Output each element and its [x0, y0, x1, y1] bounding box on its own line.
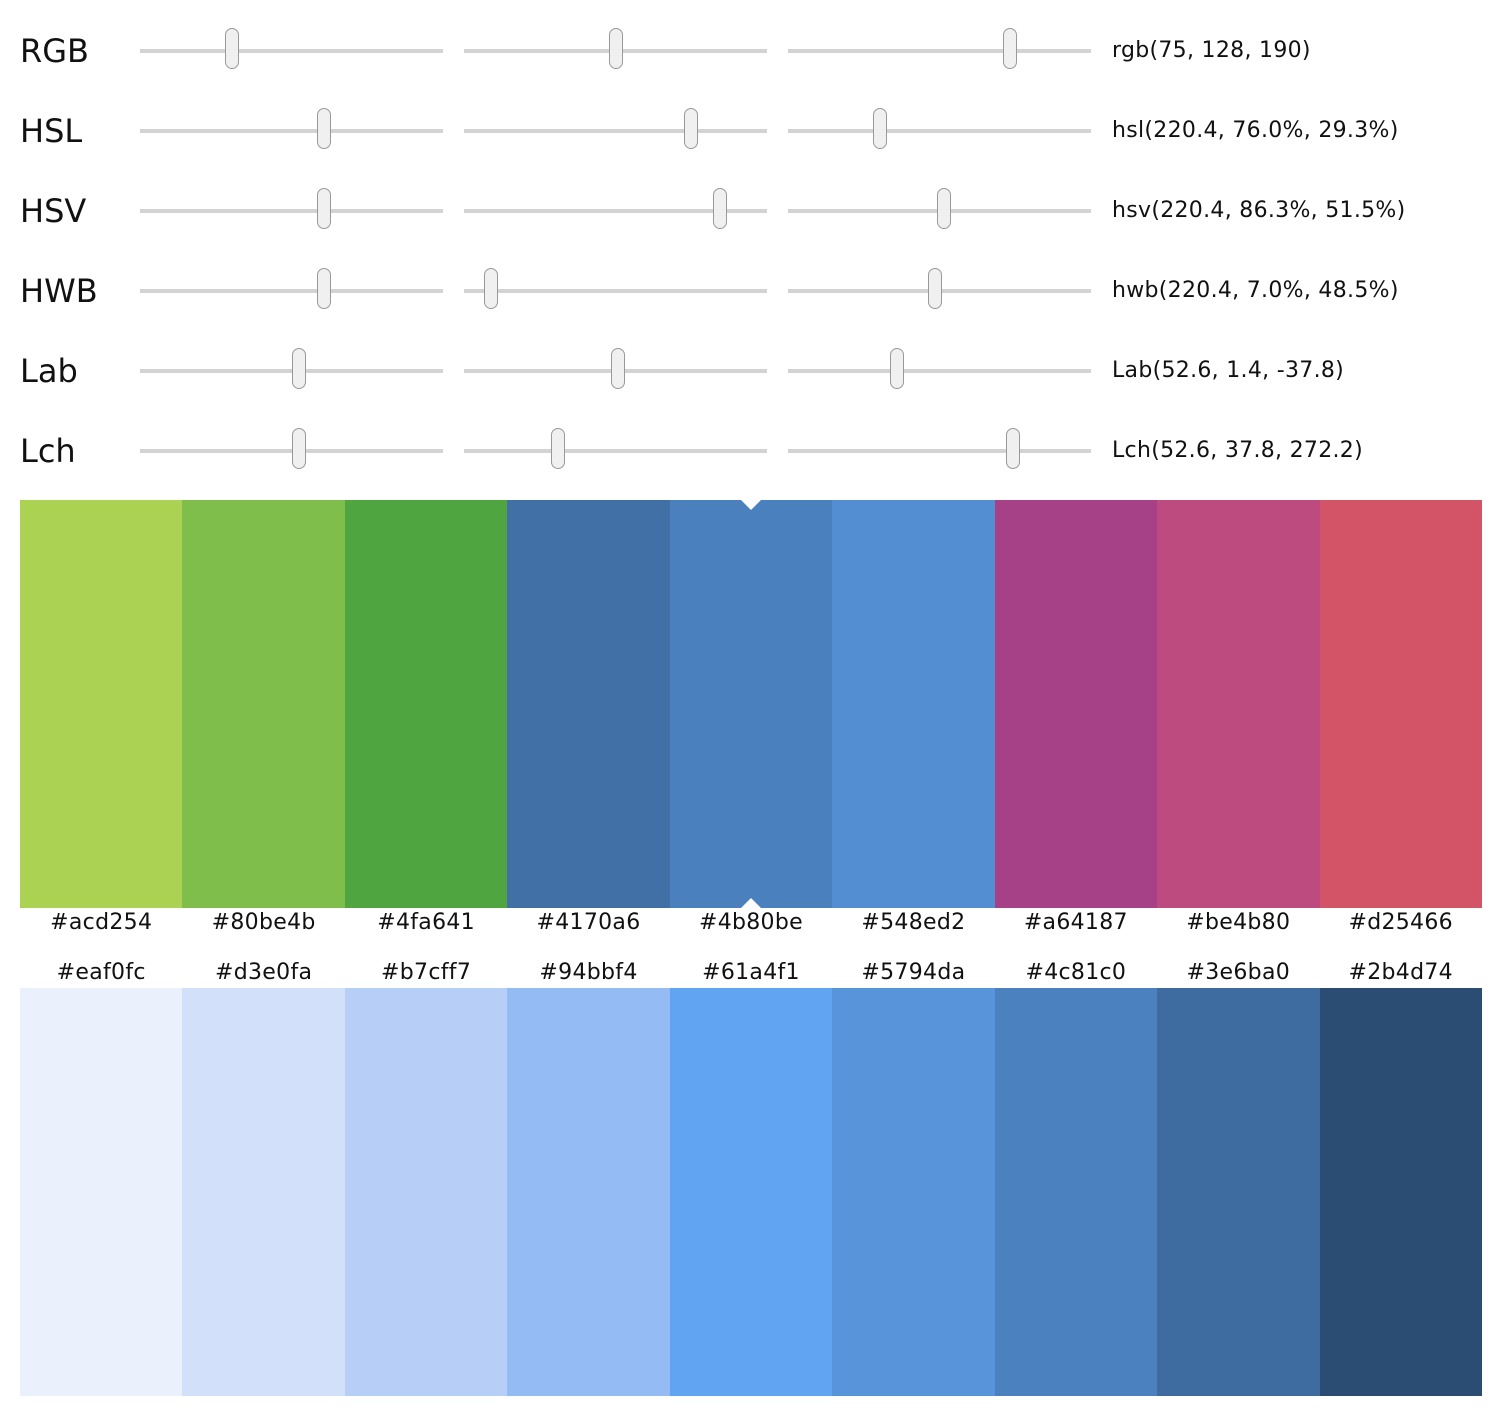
slider-thumb[interactable] [1006, 428, 1021, 469]
color-swatch[interactable] [507, 988, 670, 1396]
harmony-hex-labels: #acd254 #80be4b #4fa641 #4170a6 #4b80be #548e… [20, 910, 1482, 936]
hex-label: #d25466 [1348, 910, 1453, 935]
color-swatch[interactable] [20, 500, 183, 908]
slider-track[interactable] [140, 108, 443, 149]
hex-label: #548ed2 [861, 910, 966, 935]
color-swatch[interactable] [1319, 988, 1482, 1396]
color-swatch[interactable] [1157, 500, 1320, 908]
slider-track[interactable] [464, 428, 767, 469]
slider-row-hsv: HSV hsv(220.4, 86.3%, 51.5%) [0, 188, 1501, 291]
hex-label: #94bbf4 [539, 960, 638, 985]
slider-thumb[interactable] [550, 428, 565, 469]
model-label: RGB [20, 32, 89, 70]
model-label: Lab [20, 352, 78, 390]
hex-label: #61a4f1 [702, 960, 800, 985]
color-swatch[interactable] [994, 988, 1158, 1396]
slider-row-rgb: RGB rgb(75, 128, 190) [0, 28, 1501, 131]
selected-marker-top [741, 500, 761, 510]
hex-label: #4c81c0 [1025, 960, 1127, 985]
slider-row-lch: Lch Lch(52.6, 37.8, 272.2) [0, 428, 1501, 531]
color-value-text: Lch(52.6, 37.8, 272.2) [1112, 438, 1363, 463]
slider-thumb[interactable] [1003, 28, 1018, 69]
slider-thumb[interactable] [224, 28, 239, 69]
slider-track[interactable] [464, 348, 767, 389]
hex-label: #4fa641 [377, 910, 475, 935]
color-swatch[interactable] [669, 988, 833, 1396]
hex-label: #4170a6 [536, 910, 641, 935]
slider-track[interactable] [464, 108, 767, 149]
color-swatch[interactable] [1157, 988, 1320, 1396]
slider-track[interactable] [140, 428, 443, 469]
color-swatch[interactable] [344, 988, 508, 1396]
hex-label: #2b4d74 [1348, 960, 1453, 985]
slider-thumb[interactable] [928, 268, 943, 309]
slider-track[interactable] [464, 268, 767, 309]
hex-label: #d3e0fa [215, 960, 313, 985]
hex-label: #acd254 [50, 910, 153, 935]
slider-track[interactable] [140, 188, 443, 229]
color-swatch[interactable] [182, 988, 345, 1396]
color-value-text: hsv(220.4, 86.3%, 51.5%) [1112, 198, 1406, 223]
shade-hex-labels: #eaf0fc #d3e0fa #b7cff7 #94bbf4 #61a4f1 #5794… [20, 960, 1482, 986]
hex-label: #4b80be [698, 910, 803, 935]
color-value-text: hsl(220.4, 76.0%, 29.3%) [1112, 118, 1399, 143]
slider-row-hsl: HSL hsl(220.4, 76.0%, 29.3%) [0, 108, 1501, 211]
slider-track[interactable] [464, 188, 767, 229]
slider-thumb[interactable] [890, 348, 905, 389]
slider-thumb[interactable] [610, 348, 625, 389]
color-swatch[interactable] [344, 500, 508, 908]
slider-thumb[interactable] [292, 428, 306, 469]
model-label: HWB [20, 272, 98, 310]
shade-swatches [20, 988, 1482, 1396]
hex-label: #be4b80 [1186, 910, 1291, 935]
slider-track[interactable] [788, 108, 1091, 149]
color-value-text: Lab(52.6, 1.4, -37.8) [1112, 358, 1345, 383]
slider-track[interactable] [788, 28, 1091, 69]
color-swatch[interactable] [832, 988, 995, 1396]
slider-track[interactable] [140, 348, 443, 389]
color-swatch[interactable] [1319, 500, 1482, 908]
hex-label: #5794da [861, 960, 966, 985]
model-label: HSL [20, 112, 83, 150]
color-swatch[interactable] [994, 500, 1158, 908]
slider-track[interactable] [788, 348, 1091, 389]
slider-track[interactable] [464, 28, 767, 69]
color-swatch[interactable] [669, 500, 833, 908]
slider-thumb[interactable] [872, 108, 887, 149]
color-swatch[interactable] [832, 500, 995, 908]
slider-row-lab: Lab Lab(52.6, 1.4, -37.8) [0, 348, 1501, 451]
hex-label: #b7cff7 [381, 960, 472, 985]
slider-track[interactable] [140, 28, 443, 69]
color-value-text: hwb(220.4, 7.0%, 48.5%) [1112, 278, 1399, 303]
slider-row-hwb: HWB hwb(220.4, 7.0%, 48.5%) [0, 268, 1501, 371]
color-swatch[interactable] [182, 500, 345, 908]
color-swatch[interactable] [507, 500, 670, 908]
slider-thumb[interactable] [292, 348, 306, 389]
slider-thumb[interactable] [936, 188, 951, 229]
color-swatch[interactable] [20, 988, 183, 1396]
slider-thumb[interactable] [484, 268, 499, 309]
hex-label: #eaf0fc [56, 960, 146, 985]
hex-label: #a64187 [1023, 910, 1128, 935]
harmony-swatches [20, 500, 1482, 908]
slider-thumb[interactable] [316, 268, 331, 309]
slider-thumb[interactable] [713, 188, 728, 229]
slider-thumb[interactable] [683, 108, 698, 149]
model-label: Lch [20, 432, 76, 470]
selected-marker-bottom [741, 898, 761, 908]
slider-track[interactable] [788, 428, 1091, 469]
slider-track[interactable] [140, 268, 443, 309]
slider-track[interactable] [788, 268, 1091, 309]
slider-thumb[interactable] [316, 188, 331, 229]
hex-label: #3e6ba0 [1186, 960, 1291, 985]
hex-label: #80be4b [211, 910, 316, 935]
color-value-text: rgb(75, 128, 190) [1112, 38, 1311, 63]
slider-thumb[interactable] [609, 28, 624, 69]
slider-track[interactable] [788, 188, 1091, 229]
slider-thumb[interactable] [316, 108, 331, 149]
model-label: HSV [20, 192, 87, 230]
